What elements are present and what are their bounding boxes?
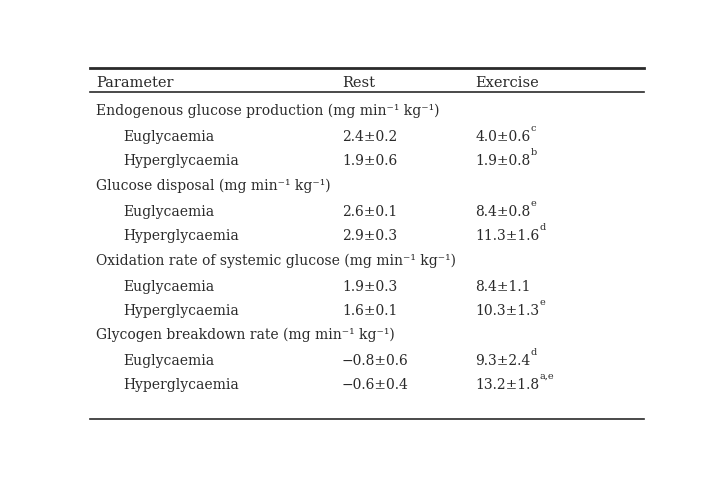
Text: Euglycaemia: Euglycaemia (123, 131, 214, 144)
Text: Hyperglycaemia: Hyperglycaemia (123, 304, 238, 318)
Text: 4.0±0.6: 4.0±0.6 (475, 131, 531, 144)
Text: Glycogen breakdown rate (mg min⁻¹ kg⁻¹): Glycogen breakdown rate (mg min⁻¹ kg⁻¹) (96, 328, 395, 342)
Text: −0.8±0.6: −0.8±0.6 (342, 354, 409, 368)
Text: Hyperglycaemia: Hyperglycaemia (123, 378, 238, 393)
Text: d: d (539, 223, 546, 232)
Text: Oxidation rate of systemic glucose (mg min⁻¹ kg⁻¹): Oxidation rate of systemic glucose (mg m… (96, 253, 456, 267)
Text: Endogenous glucose production (mg min⁻¹ kg⁻¹): Endogenous glucose production (mg min⁻¹ … (96, 104, 440, 118)
Text: Rest: Rest (342, 76, 375, 90)
Text: 2.6±0.1: 2.6±0.1 (342, 205, 397, 219)
Text: 1.6±0.1: 1.6±0.1 (342, 304, 397, 318)
Text: 2.9±0.3: 2.9±0.3 (342, 229, 397, 243)
Text: 11.3±1.6: 11.3±1.6 (475, 229, 539, 243)
Text: −0.6±0.4: −0.6±0.4 (342, 378, 409, 393)
Text: d: d (531, 348, 537, 357)
Text: b: b (531, 148, 537, 157)
Text: Exercise: Exercise (475, 76, 539, 90)
Text: Euglycaemia: Euglycaemia (123, 205, 214, 219)
Text: 8.4±0.8: 8.4±0.8 (475, 205, 531, 219)
Text: a,e: a,e (539, 372, 554, 381)
Text: e: e (539, 298, 545, 307)
Text: 10.3±1.3: 10.3±1.3 (475, 304, 539, 318)
Text: c: c (531, 124, 536, 133)
Text: Glucose disposal (mg min⁻¹ kg⁻¹): Glucose disposal (mg min⁻¹ kg⁻¹) (96, 179, 331, 193)
Text: e: e (531, 199, 536, 208)
Text: 8.4±1.1: 8.4±1.1 (475, 280, 531, 294)
Text: 1.9±0.8: 1.9±0.8 (475, 155, 531, 168)
Text: Hyperglycaemia: Hyperglycaemia (123, 229, 238, 243)
Text: Hyperglycaemia: Hyperglycaemia (123, 155, 238, 168)
Text: 2.4±0.2: 2.4±0.2 (342, 131, 397, 144)
Text: Euglycaemia: Euglycaemia (123, 280, 214, 294)
Text: 9.3±2.4: 9.3±2.4 (475, 354, 531, 368)
Text: Parameter: Parameter (96, 76, 174, 90)
Text: 1.9±0.6: 1.9±0.6 (342, 155, 397, 168)
Text: Euglycaemia: Euglycaemia (123, 354, 214, 368)
Text: 13.2±1.8: 13.2±1.8 (475, 378, 539, 393)
Text: 1.9±0.3: 1.9±0.3 (342, 280, 397, 294)
